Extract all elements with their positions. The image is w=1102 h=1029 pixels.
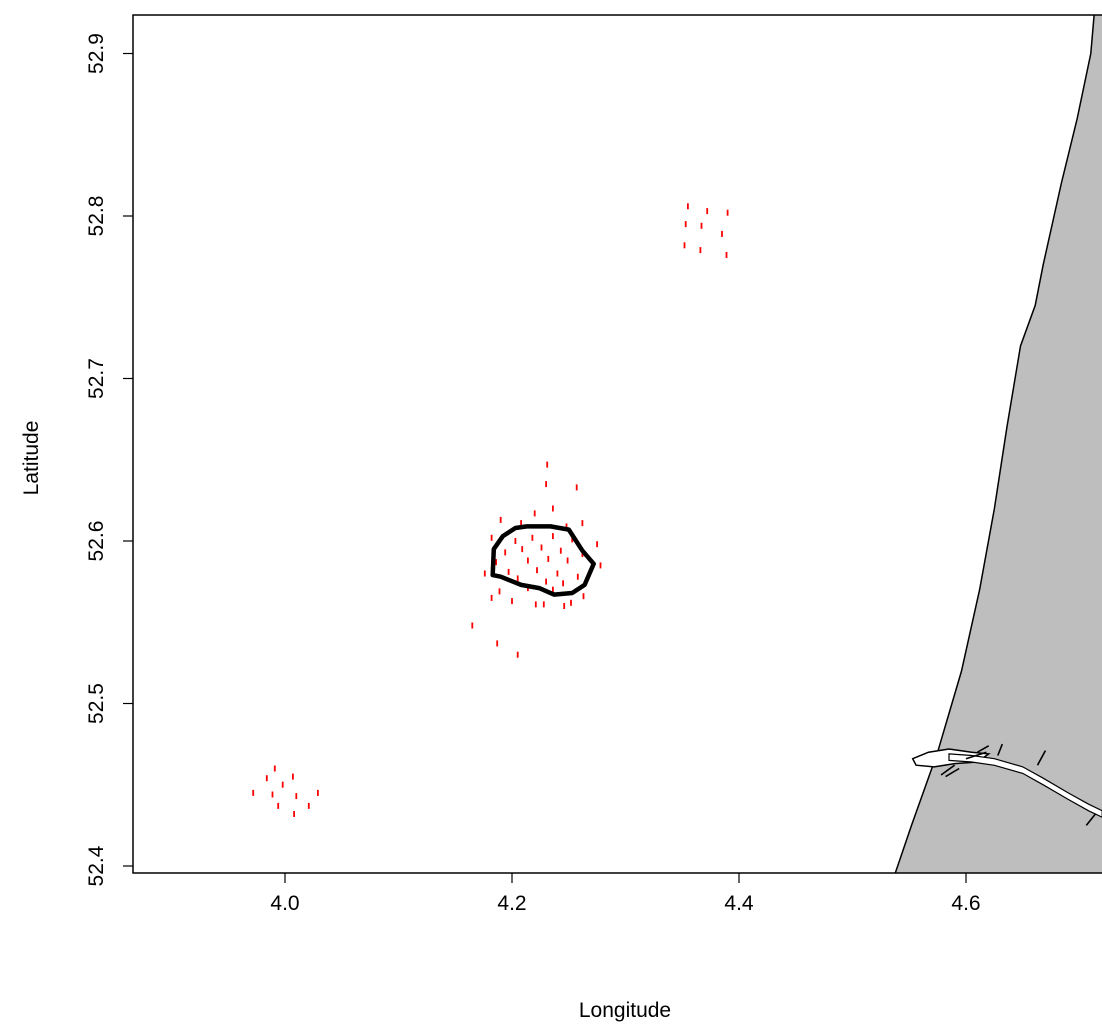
- y-tick-label: 52.8: [85, 196, 108, 237]
- coastline: [894, 15, 1095, 873]
- harbour-jetty: [1085, 813, 1097, 826]
- y-tick-label: 52.4: [85, 845, 108, 886]
- x-tick-label: 4.0: [270, 892, 299, 915]
- x-tick-label: 4.6: [951, 892, 980, 915]
- area-outline: [490, 524, 596, 597]
- harbour-jetty: [977, 745, 990, 753]
- x-axis-title: Longitude: [579, 999, 671, 1022]
- x-tick-label: 4.4: [724, 892, 754, 915]
- harbour-jetty: [965, 751, 987, 760]
- y-axis: 52.4 52.5 52.6 52.7 52.8 52.9: [85, 33, 133, 886]
- plot-region: [252, 15, 1102, 873]
- y-tick-label: 52.7: [85, 358, 108, 399]
- land-area: [895, 15, 1102, 873]
- harbour-jetty: [940, 764, 956, 776]
- x-tick-label: 4.2: [497, 892, 526, 915]
- x-axis: 4.0 4.2 4.4 4.6: [270, 873, 981, 915]
- plot-frame: [132, 14, 1102, 874]
- harbour-jetty: [997, 743, 1004, 756]
- y-tick-label: 52.5: [85, 683, 108, 724]
- canal-channel: [948, 753, 1102, 818]
- y-tick-label: 52.6: [85, 521, 108, 562]
- harbour-jetty: [945, 767, 960, 778]
- y-tick-label: 52.9: [85, 33, 108, 74]
- harbour-jetty: [1036, 750, 1047, 766]
- y-axis-title: Latitude: [20, 421, 43, 496]
